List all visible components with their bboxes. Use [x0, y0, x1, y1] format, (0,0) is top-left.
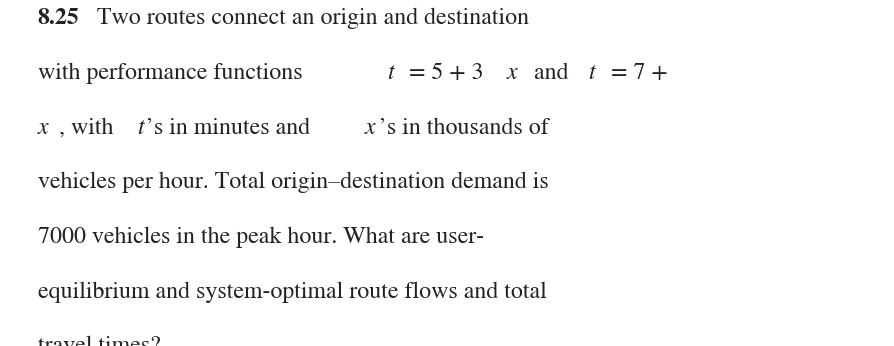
Text: and: and [528, 63, 575, 84]
Text: x: x [507, 61, 518, 84]
Text: 7000 vehicles in the peak hour. What are user-: 7000 vehicles in the peak hour. What are… [38, 227, 484, 248]
Text: t: t [137, 116, 144, 138]
Text: ₁: ₁ [395, 63, 401, 84]
Text: vehicles per hour. Total origin–destination demand is: vehicles per hour. Total origin–destinat… [38, 172, 548, 193]
Text: ’s in minutes and: ’s in minutes and [146, 117, 316, 138]
Text: x: x [38, 116, 48, 138]
Text: 8.25: 8.25 [38, 8, 80, 29]
Text: = 7 +: = 7 + [604, 63, 667, 84]
Text: t: t [588, 61, 595, 84]
Text: x: x [365, 116, 375, 138]
Text: ₂: ₂ [51, 117, 57, 138]
Text: ₂: ₂ [597, 63, 603, 84]
Text: , with: , with [59, 117, 120, 138]
Text: travel times?: travel times? [38, 336, 160, 346]
Text: = 5 + 3: = 5 + 3 [403, 63, 484, 84]
Text: Two routes connect an origin and destination: Two routes connect an origin and destina… [91, 8, 529, 29]
Text: ’s in thousands of: ’s in thousands of [379, 117, 549, 138]
Text: with performance functions: with performance functions [38, 63, 308, 84]
Text: t: t [387, 61, 393, 84]
Text: ₁: ₁ [520, 63, 527, 84]
Text: equilibrium and system-optimal route flows and total: equilibrium and system-optimal route flo… [38, 281, 546, 302]
